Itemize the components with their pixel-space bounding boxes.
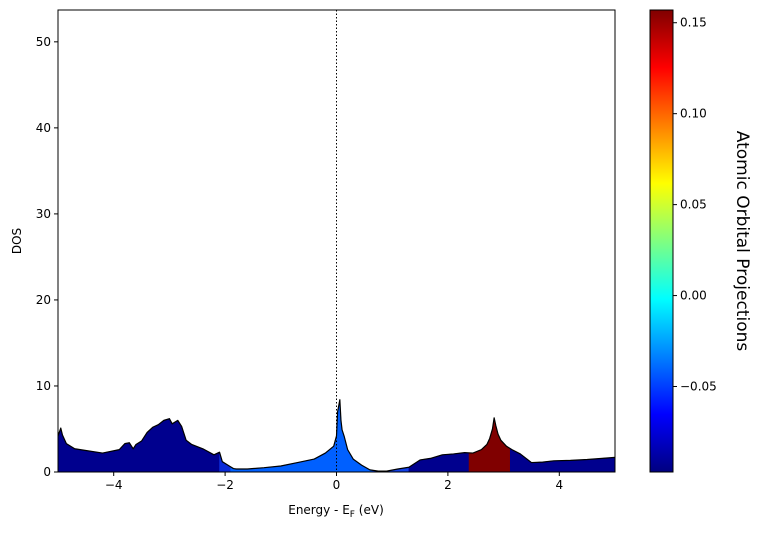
colorbar-label: Atomic Orbital Projections (732, 131, 752, 352)
y-tick-label: 20 (36, 293, 51, 307)
colorbar-tick-label: 0.00 (680, 289, 707, 303)
x-axis-label: Energy - EF (eV) (288, 503, 384, 520)
x-tick-label: −2 (216, 478, 234, 492)
dos-area-group (58, 399, 615, 472)
y-axis-label: DOS (10, 228, 24, 254)
y-tick-label: 50 (36, 35, 51, 49)
colorbar-frame (649, 9, 674, 473)
colorbar-tick-label: 0.10 (680, 107, 707, 121)
colorbar-tick-label: −0.05 (680, 380, 717, 394)
colorbar-gradient (650, 10, 673, 472)
y-tick-label: 40 (36, 121, 51, 135)
y-tick-label: 0 (43, 465, 51, 479)
x-tick-label: 4 (555, 478, 563, 492)
x-tick-label: 0 (333, 478, 341, 492)
colorbar-tick-label: 0.15 (680, 16, 707, 30)
dos-line (58, 399, 615, 472)
x-tick-label: 2 (444, 478, 452, 492)
dos-band-1 (219, 452, 231, 472)
x-tick-label: −4 (105, 478, 123, 492)
dos-band-5 (468, 417, 511, 472)
colorbar-tick-label: 0.05 (680, 198, 707, 212)
y-tick-label: 10 (36, 379, 51, 393)
y-tick-label: 30 (36, 207, 51, 221)
